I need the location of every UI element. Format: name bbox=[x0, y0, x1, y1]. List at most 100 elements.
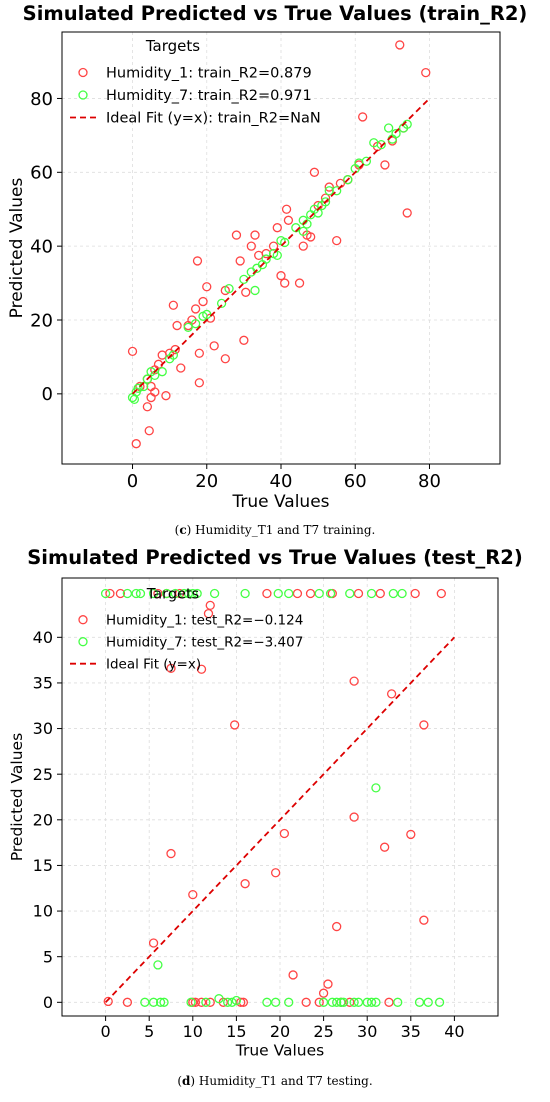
y-tick-label: 80 bbox=[30, 89, 53, 110]
data-point bbox=[332, 921, 342, 932]
data-point bbox=[230, 720, 240, 730]
data-point bbox=[298, 226, 308, 237]
y-tick-label: 60 bbox=[30, 163, 53, 184]
data-point bbox=[423, 997, 433, 1007]
data-point bbox=[362, 997, 372, 1007]
data-point bbox=[192, 588, 202, 599]
data-point bbox=[349, 997, 359, 1007]
data-point bbox=[324, 182, 334, 192]
data-point bbox=[105, 588, 115, 599]
data-point bbox=[332, 235, 342, 246]
chart-title: Simulated Predicted vs True Values (test… bbox=[27, 546, 523, 569]
legend-marker-swatch bbox=[78, 67, 88, 78]
caption-letter: d bbox=[182, 1074, 191, 1088]
data-point bbox=[305, 588, 316, 599]
data-point bbox=[166, 663, 176, 673]
data-point bbox=[410, 588, 420, 599]
data-point bbox=[192, 256, 203, 266]
data-point bbox=[270, 868, 281, 878]
caption-text: Humidity_T1 and T7 testing. bbox=[195, 1074, 373, 1088]
data-point bbox=[131, 439, 141, 449]
data-point bbox=[188, 588, 198, 599]
y-tick-label: 25 bbox=[33, 765, 53, 784]
data-point bbox=[196, 664, 207, 674]
data-point bbox=[345, 588, 355, 599]
data-point bbox=[361, 156, 372, 166]
plot-frame bbox=[61, 31, 501, 465]
data-point bbox=[172, 320, 182, 331]
data-point bbox=[276, 271, 286, 281]
data-point bbox=[314, 588, 324, 599]
x-tick-label: 40 bbox=[444, 1022, 464, 1041]
data-point bbox=[188, 889, 198, 900]
data-point bbox=[309, 167, 320, 177]
data-point bbox=[280, 278, 290, 288]
x-tick-label: 15 bbox=[226, 1022, 246, 1041]
data-point bbox=[183, 588, 194, 599]
data-point bbox=[388, 588, 399, 599]
data-point bbox=[434, 997, 445, 1007]
data-point bbox=[122, 997, 133, 1007]
y-axis-label: Predicted Values bbox=[8, 733, 26, 861]
data-point bbox=[262, 997, 272, 1007]
data-point bbox=[318, 988, 329, 998]
data-point bbox=[170, 588, 181, 599]
data-point bbox=[240, 879, 250, 889]
data-point bbox=[419, 720, 429, 730]
data-point bbox=[366, 997, 377, 1007]
data-point bbox=[343, 175, 353, 185]
data-point bbox=[314, 997, 324, 1007]
data-point bbox=[131, 588, 141, 599]
y-tick-label: 20 bbox=[33, 810, 53, 829]
data-point bbox=[153, 588, 163, 599]
data-point bbox=[397, 588, 407, 599]
data-point bbox=[241, 287, 251, 297]
data-point bbox=[100, 588, 111, 599]
ideal-fit-line bbox=[104, 636, 456, 1003]
data-point bbox=[179, 588, 189, 599]
data-point bbox=[298, 241, 308, 251]
data-point bbox=[272, 250, 282, 261]
data-point bbox=[133, 383, 143, 393]
data-point bbox=[436, 588, 446, 599]
data-point bbox=[155, 997, 166, 1007]
test-panel: Simulated Predicted vs True Values (test… bbox=[0, 546, 550, 1102]
data-point bbox=[202, 282, 212, 292]
data-point bbox=[115, 588, 126, 599]
data-point bbox=[250, 285, 260, 296]
data-point bbox=[142, 402, 153, 412]
data-point bbox=[122, 588, 133, 599]
data-point bbox=[353, 997, 364, 1007]
data-point bbox=[190, 304, 201, 314]
plot-area bbox=[127, 40, 431, 449]
train-panel: Simulated Predicted vs True Values (trai… bbox=[0, 0, 550, 546]
x-tick-label: 20 bbox=[270, 1022, 290, 1041]
x-tick-label: 30 bbox=[357, 1022, 377, 1041]
x-tick-label: 0 bbox=[127, 471, 138, 492]
x-tick-label: 35 bbox=[401, 1022, 421, 1041]
x-tick-label: 25 bbox=[313, 1022, 333, 1041]
data-point bbox=[176, 363, 186, 373]
y-tick-label: 40 bbox=[30, 236, 53, 257]
y-tick-label: 30 bbox=[33, 719, 53, 738]
data-point bbox=[202, 309, 212, 320]
y-tick-label: 5 bbox=[43, 947, 53, 966]
data-point bbox=[327, 997, 337, 1007]
data-point bbox=[129, 394, 140, 405]
data-point bbox=[190, 319, 201, 329]
data-point bbox=[231, 995, 242, 1006]
caption-letter: c bbox=[179, 523, 187, 537]
x-axis-label: True Values bbox=[235, 1042, 325, 1060]
legend-label: Humidity_7: train_R2=0.971 bbox=[106, 88, 312, 104]
data-point bbox=[135, 588, 146, 599]
data-point bbox=[421, 67, 431, 78]
data-point bbox=[194, 378, 204, 388]
y-tick-label: 40 bbox=[33, 628, 53, 647]
data-point bbox=[166, 848, 176, 859]
data-point bbox=[161, 391, 171, 401]
data-point bbox=[380, 160, 390, 170]
data-point bbox=[140, 997, 150, 1007]
data-point bbox=[288, 970, 298, 980]
y-tick-label: 10 bbox=[33, 902, 53, 921]
data-point bbox=[339, 997, 349, 1007]
